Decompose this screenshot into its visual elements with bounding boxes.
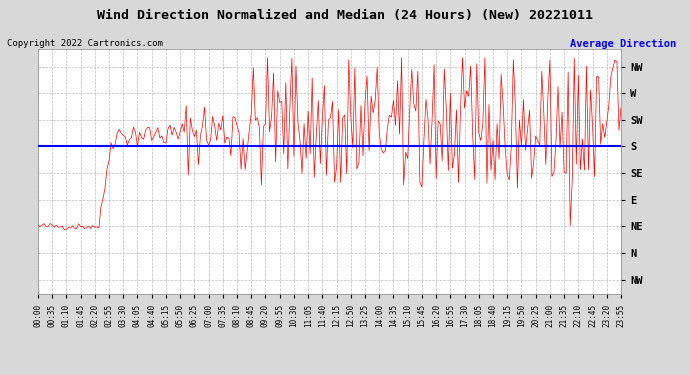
Text: Wind Direction Normalized and Median (24 Hours) (New) 20221011: Wind Direction Normalized and Median (24… xyxy=(97,9,593,22)
Text: Average Direction: Average Direction xyxy=(570,39,676,50)
Text: Copyright 2022 Cartronics.com: Copyright 2022 Cartronics.com xyxy=(7,39,163,48)
